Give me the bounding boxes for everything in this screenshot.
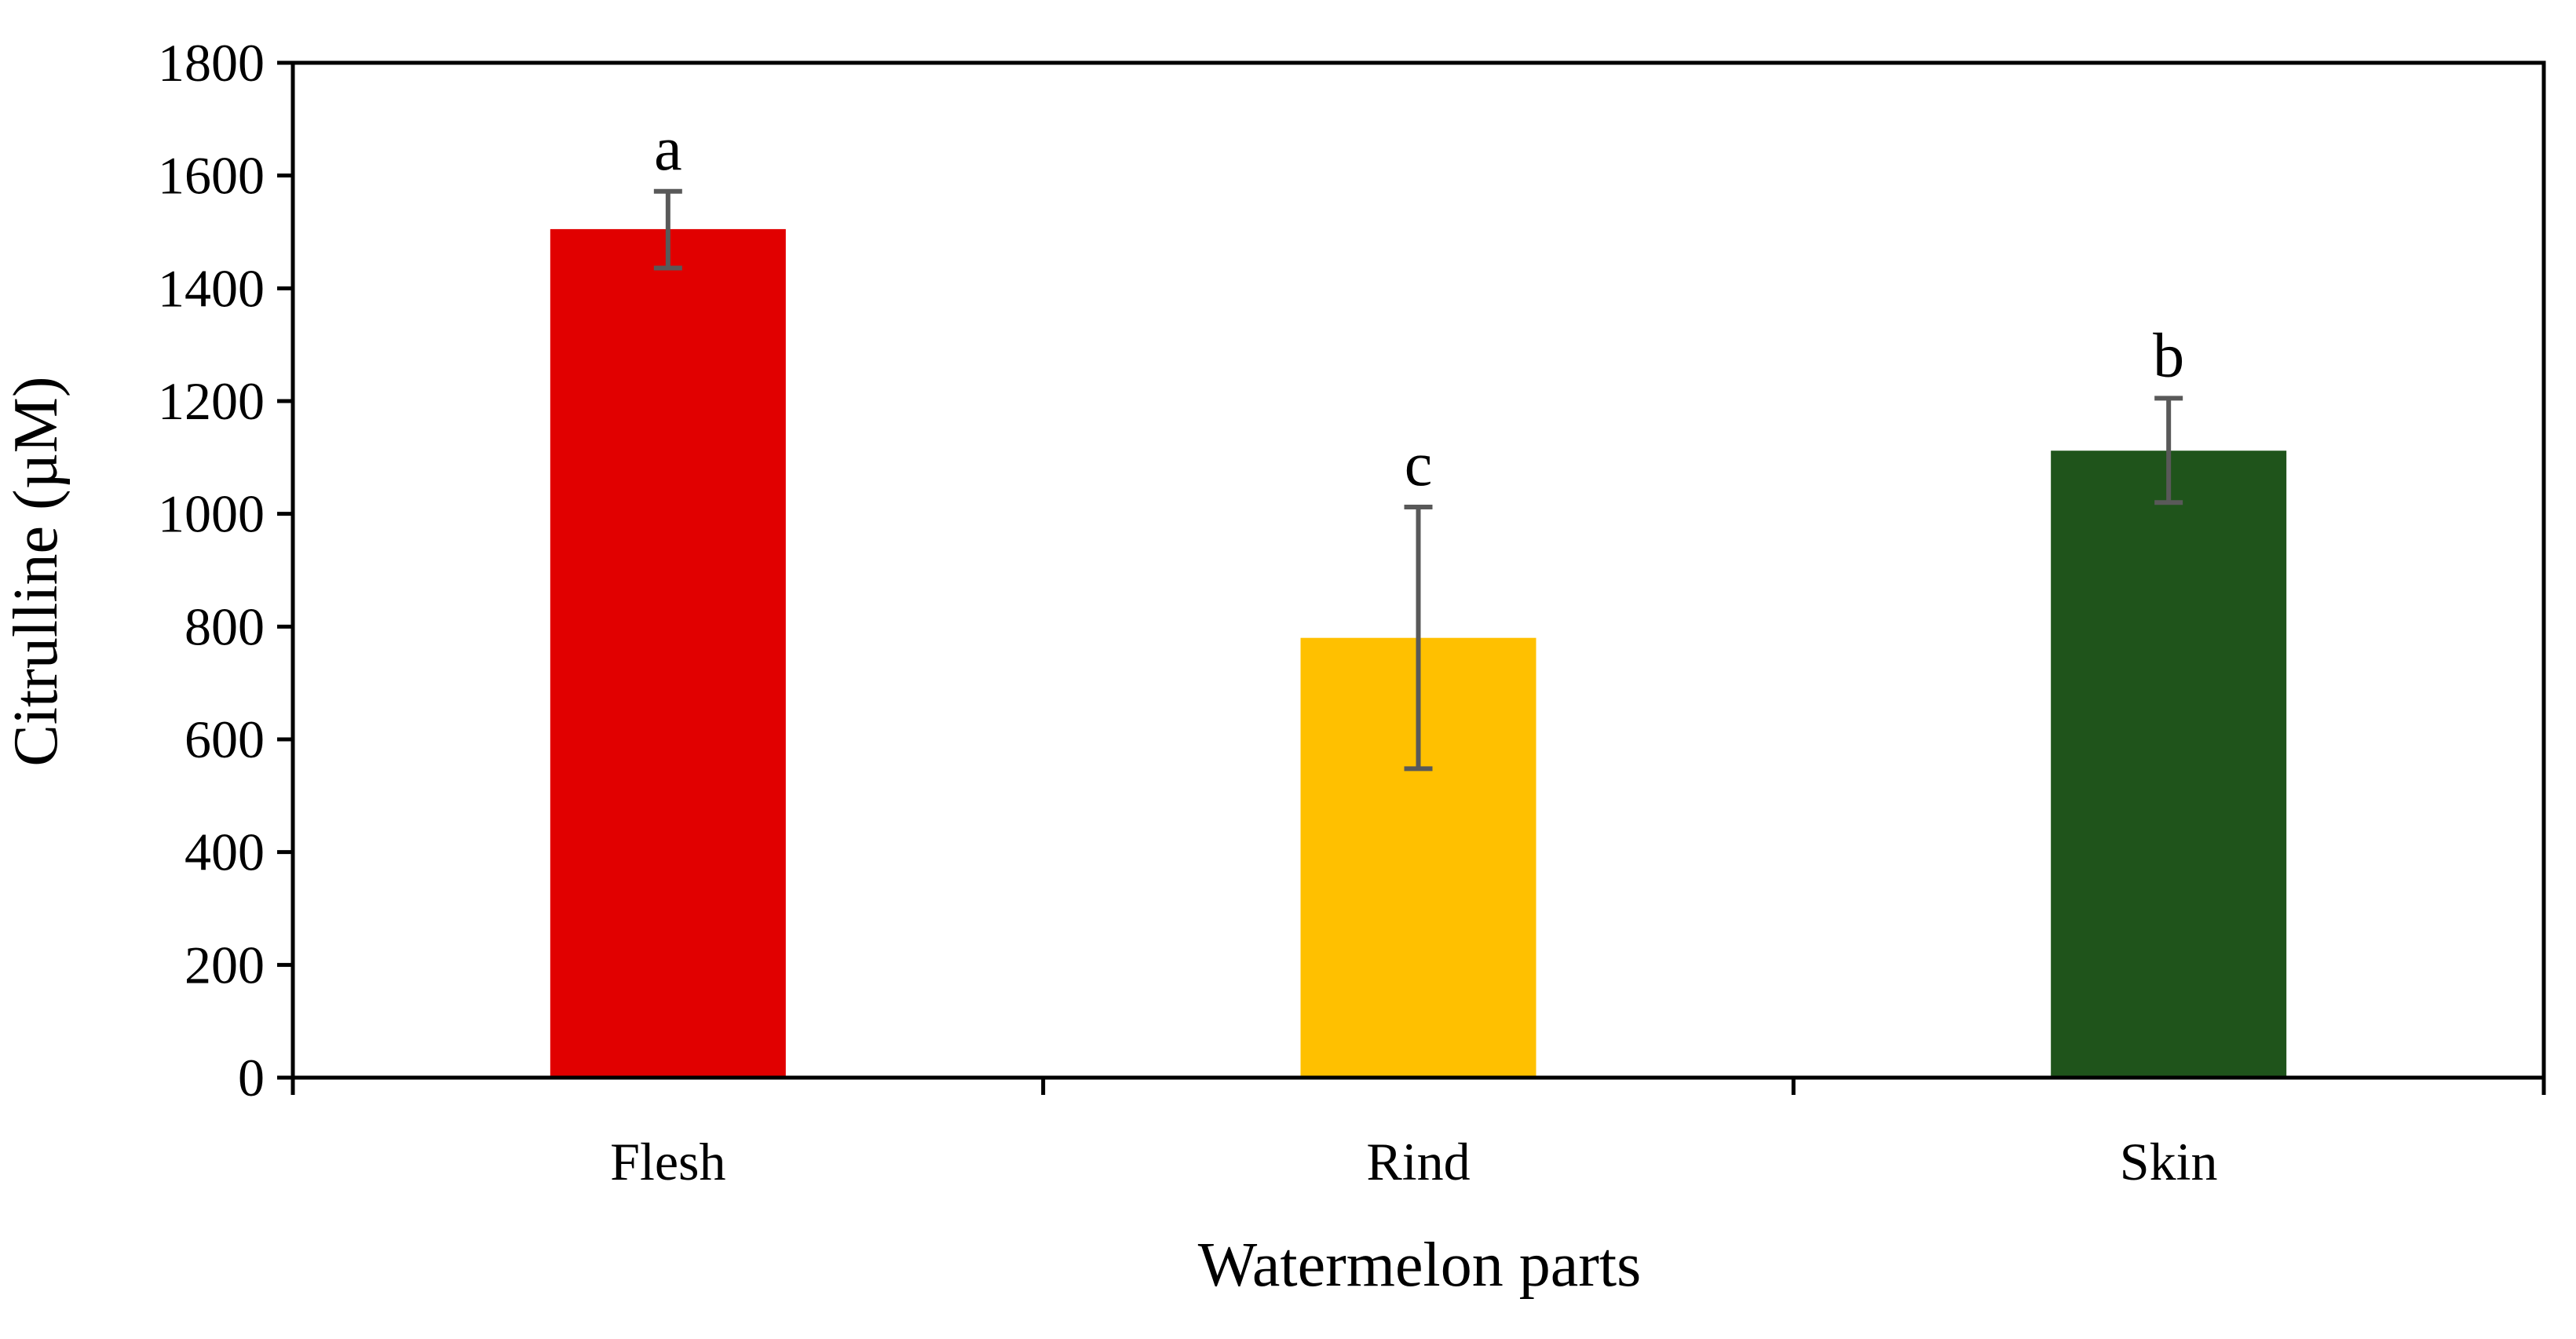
y-tick-label: 1000	[158, 484, 265, 544]
x-tick-label-rind: Rind	[1366, 1132, 1470, 1191]
significance-label-flesh: a	[654, 115, 682, 184]
y-tick-label: 800	[185, 597, 265, 656]
x-tick-label-skin: Skin	[2120, 1132, 2218, 1191]
y-tick-label: 600	[185, 710, 265, 769]
x-axis-title: Watermelon parts	[1198, 1231, 1641, 1300]
bar-flesh	[550, 228, 786, 1078]
y-tick-label: 1200	[158, 371, 265, 431]
bars-layer	[550, 228, 2287, 1078]
y-tick-label: 200	[185, 935, 265, 994]
error-bars-layer	[653, 188, 2183, 772]
axes-layer	[277, 60, 2546, 1095]
y-tick-label: 1600	[158, 146, 265, 206]
y-tick-label: 0	[238, 1048, 265, 1107]
error-bar-rind	[1404, 505, 1433, 772]
y-tick-label: 1400	[158, 258, 265, 318]
y-tick-label: 400	[185, 823, 265, 882]
labels-layer: a Flesh c Rind b Skin 0 200 400 600 800 1000 1200 140…	[158, 33, 2218, 1191]
significance-label-skin: b	[2153, 321, 2184, 390]
x-tick-label-flesh: Flesh	[610, 1132, 725, 1191]
bar-skin	[2051, 451, 2287, 1078]
y-tick-label: 1800	[158, 33, 265, 93]
significance-label-rind: c	[1405, 430, 1433, 499]
error-bar-flesh	[653, 188, 682, 271]
plot-frame	[290, 60, 2546, 1080]
error-bar-skin	[2154, 396, 2183, 505]
y-axis-title: Citrulline (µM)	[2, 376, 71, 766]
